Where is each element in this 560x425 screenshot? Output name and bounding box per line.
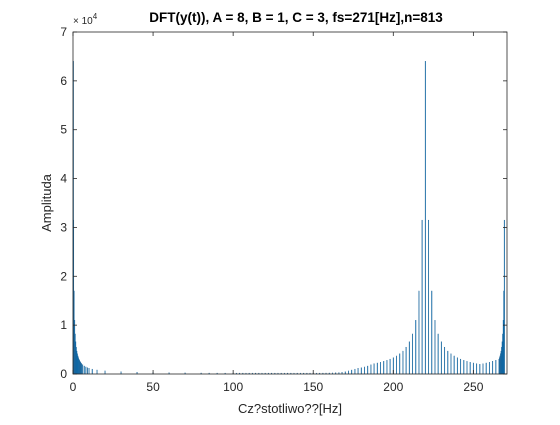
bar — [83, 365, 85, 375]
bar — [405, 346, 407, 375]
y-tick-label: 5 — [60, 123, 67, 137]
bar — [383, 361, 385, 375]
x-tick-label: 100 — [223, 380, 243, 394]
y-tick-label: 7 — [60, 25, 67, 39]
x-tick-label: 250 — [463, 380, 483, 394]
bar — [428, 219, 430, 375]
bar — [408, 341, 410, 375]
bar — [447, 350, 449, 375]
y-exponent-base: × 10 — [73, 16, 93, 27]
bar — [389, 358, 391, 375]
y-tick-label: 3 — [60, 220, 67, 234]
bar — [88, 368, 90, 375]
bar — [485, 362, 487, 375]
bar — [96, 369, 98, 375]
bar — [415, 320, 417, 375]
bar — [367, 365, 369, 375]
y-tick-label: 4 — [60, 172, 67, 186]
bar — [357, 368, 359, 375]
bar — [351, 369, 353, 375]
bar — [418, 290, 420, 375]
bar — [421, 219, 423, 375]
bar — [370, 364, 372, 375]
bar — [466, 361, 468, 375]
bar — [373, 363, 375, 375]
bar — [402, 350, 404, 375]
bar — [440, 341, 442, 375]
bar — [460, 358, 462, 375]
y-exponent-power: 4 — [93, 12, 98, 21]
bar — [399, 353, 401, 375]
plot-background — [73, 32, 507, 374]
bar — [354, 368, 356, 375]
bar — [437, 333, 439, 375]
x-tick-label: 50 — [146, 380, 160, 394]
bar — [424, 61, 426, 375]
bar — [453, 355, 455, 375]
x-tick-label: 150 — [303, 380, 323, 394]
bar — [348, 370, 349, 375]
bar — [482, 363, 484, 375]
x-axis-label: Cz?stotliwo??[Hz] — [238, 401, 342, 416]
bar — [476, 363, 478, 375]
bar — [488, 362, 490, 375]
bar — [87, 367, 88, 375]
bar — [396, 355, 397, 375]
bar — [81, 363, 83, 375]
y-tick-label: 2 — [60, 269, 67, 283]
bar — [85, 366, 87, 375]
axes-box — [72, 31, 508, 375]
bar — [386, 360, 388, 375]
bar — [503, 219, 505, 375]
y-exponent-label: × 104 — [73, 12, 98, 27]
x-tick-label: 200 — [383, 380, 403, 394]
bar — [376, 362, 378, 375]
bar — [450, 353, 452, 375]
x-tick-label: 0 — [70, 380, 77, 394]
chart-title: DFT(y(t)), A = 8, B = 1, C = 3, fs=271[H… — [149, 10, 443, 25]
bar — [463, 360, 465, 375]
y-tick-label: 0 — [60, 367, 67, 381]
x-axis-ticks: 0 50 100 150 200 250 — [70, 32, 484, 394]
bar — [82, 364, 84, 375]
bar — [456, 357, 458, 375]
svg-text:× 104: × 104 — [73, 12, 98, 27]
y-axis-label: Amplituda — [39, 173, 54, 232]
y-tick-label: 1 — [60, 318, 67, 332]
plot-area: 0 50 100 150 200 250 0 1 2 3 4 5 6 7 — [60, 25, 508, 394]
y-axis-ticks: 0 1 2 3 4 5 6 7 — [60, 25, 507, 381]
bar — [360, 367, 362, 375]
bar — [412, 333, 414, 375]
bar — [364, 366, 365, 375]
bar — [495, 360, 497, 375]
bar — [479, 364, 481, 375]
bar — [469, 362, 471, 375]
bar — [104, 370, 106, 375]
y-tick-label: 6 — [60, 74, 67, 88]
bar — [492, 361, 494, 375]
bar — [91, 368, 93, 375]
bar — [444, 346, 446, 375]
bar — [431, 290, 433, 375]
bar — [434, 320, 436, 375]
bar — [380, 362, 381, 375]
